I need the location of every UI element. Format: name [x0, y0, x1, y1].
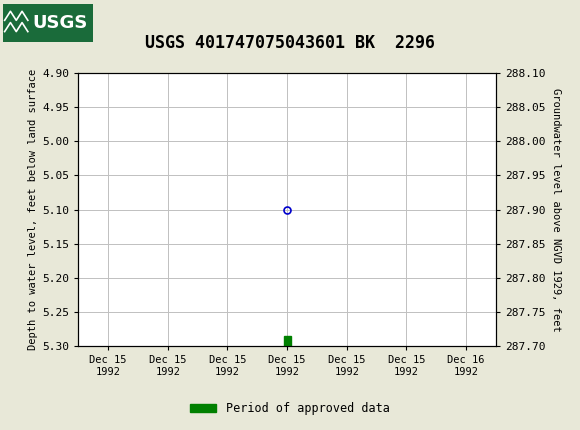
Bar: [284, 336, 291, 346]
Bar: [3, 3, 93, 42]
Y-axis label: Groundwater level above NGVD 1929, feet: Groundwater level above NGVD 1929, feet: [551, 88, 561, 332]
Legend: Period of approved data: Period of approved data: [186, 397, 394, 420]
Text: USGS 401747075043601 BK  2296: USGS 401747075043601 BK 2296: [145, 34, 435, 52]
Y-axis label: Depth to water level, feet below land surface: Depth to water level, feet below land su…: [28, 69, 38, 350]
Text: USGS: USGS: [32, 14, 87, 31]
